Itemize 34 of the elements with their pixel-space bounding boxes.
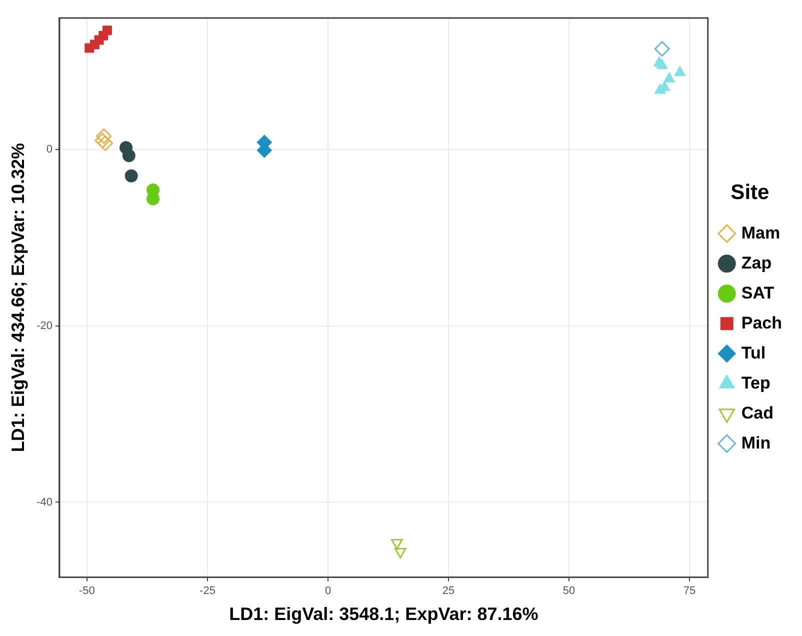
- legend-label: Zap: [741, 253, 772, 272]
- legend-label: Pach: [741, 313, 782, 332]
- y-tick-label: -20: [36, 320, 52, 332]
- x-tick-label: 0: [324, 584, 332, 597]
- point: [146, 192, 160, 206]
- legend-label: SAT: [741, 283, 775, 302]
- point: [664, 72, 675, 82]
- y-tick-label: 0: [46, 143, 52, 156]
- legend-label: Tul: [741, 343, 766, 362]
- legend-title: Site: [730, 181, 770, 204]
- y-axis-title: LD1: EigVal: 434.66; ExpVar: 10.32%: [8, 143, 28, 452]
- point: [674, 66, 686, 76]
- legend-label: Cad: [741, 403, 774, 422]
- point: [98, 135, 114, 151]
- point: [390, 539, 403, 550]
- point: [654, 41, 670, 57]
- x-tick-label: -25: [200, 584, 216, 597]
- point: [124, 169, 138, 182]
- point: [94, 132, 110, 148]
- legend-label: Min: [741, 433, 771, 452]
- y-tick-label: -40: [36, 496, 52, 508]
- x-tick-label: 75: [683, 584, 696, 597]
- legend-label: Tep: [741, 373, 770, 392]
- point: [102, 26, 112, 36]
- point: [96, 128, 112, 144]
- point: [656, 59, 668, 70]
- x-tick-label: 50: [562, 584, 576, 597]
- x-tick-label: 25: [442, 584, 455, 597]
- x-tick-label: -50: [79, 584, 95, 597]
- legend-label: Mam: [741, 223, 780, 242]
- point: [122, 149, 136, 162]
- point: [394, 548, 406, 558]
- x-axis-title: LD1: EigVal: 3548.1; ExpVar: 87.16%: [229, 604, 538, 624]
- point: [654, 84, 666, 94]
